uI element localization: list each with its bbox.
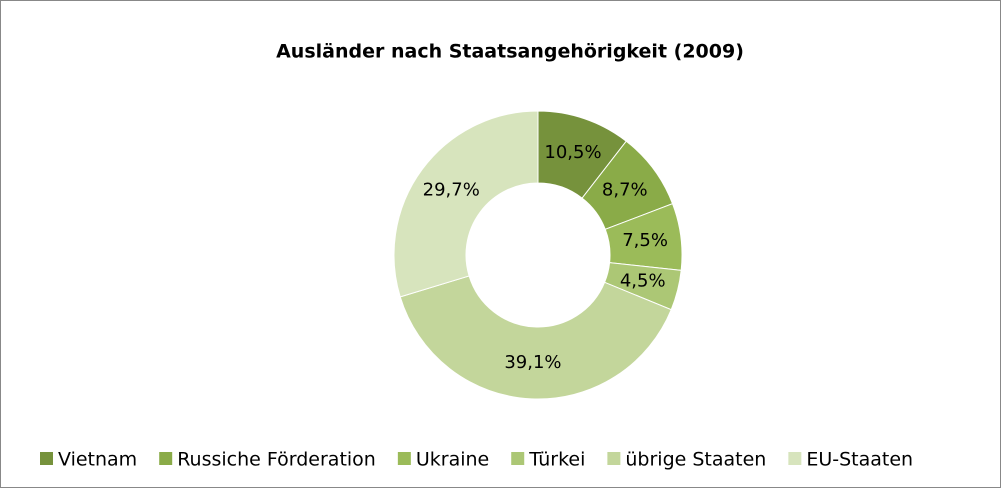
- donut-segment: [393, 110, 539, 298]
- legend-label: EU-Staaten: [806, 449, 913, 471]
- legend-swatch: [788, 452, 802, 465]
- legend-swatch: [397, 452, 411, 465]
- data-label: 7,5%: [622, 230, 668, 251]
- donut-segment: [399, 275, 672, 400]
- data-label: 29,7%: [423, 180, 480, 201]
- legend-label: Vietnam: [58, 449, 137, 471]
- data-label: 39,1%: [504, 352, 561, 373]
- data-label: 8,7%: [602, 180, 648, 201]
- legend-label: Russiche Förderation: [177, 449, 376, 471]
- legend-label: übrige Staaten: [625, 449, 766, 471]
- legend-label: Ukraine: [416, 449, 489, 471]
- data-label: 10,5%: [544, 142, 601, 163]
- legend-swatch: [607, 452, 621, 465]
- legend-label: Türkei: [528, 449, 585, 471]
- legend-swatch: [511, 452, 525, 465]
- data-label: 4,5%: [620, 271, 666, 292]
- legend-swatch: [159, 452, 173, 465]
- legend-swatch: [40, 452, 53, 465]
- chart-title: Ausländer nach Staatsangehörigkeit (2009…: [276, 41, 744, 63]
